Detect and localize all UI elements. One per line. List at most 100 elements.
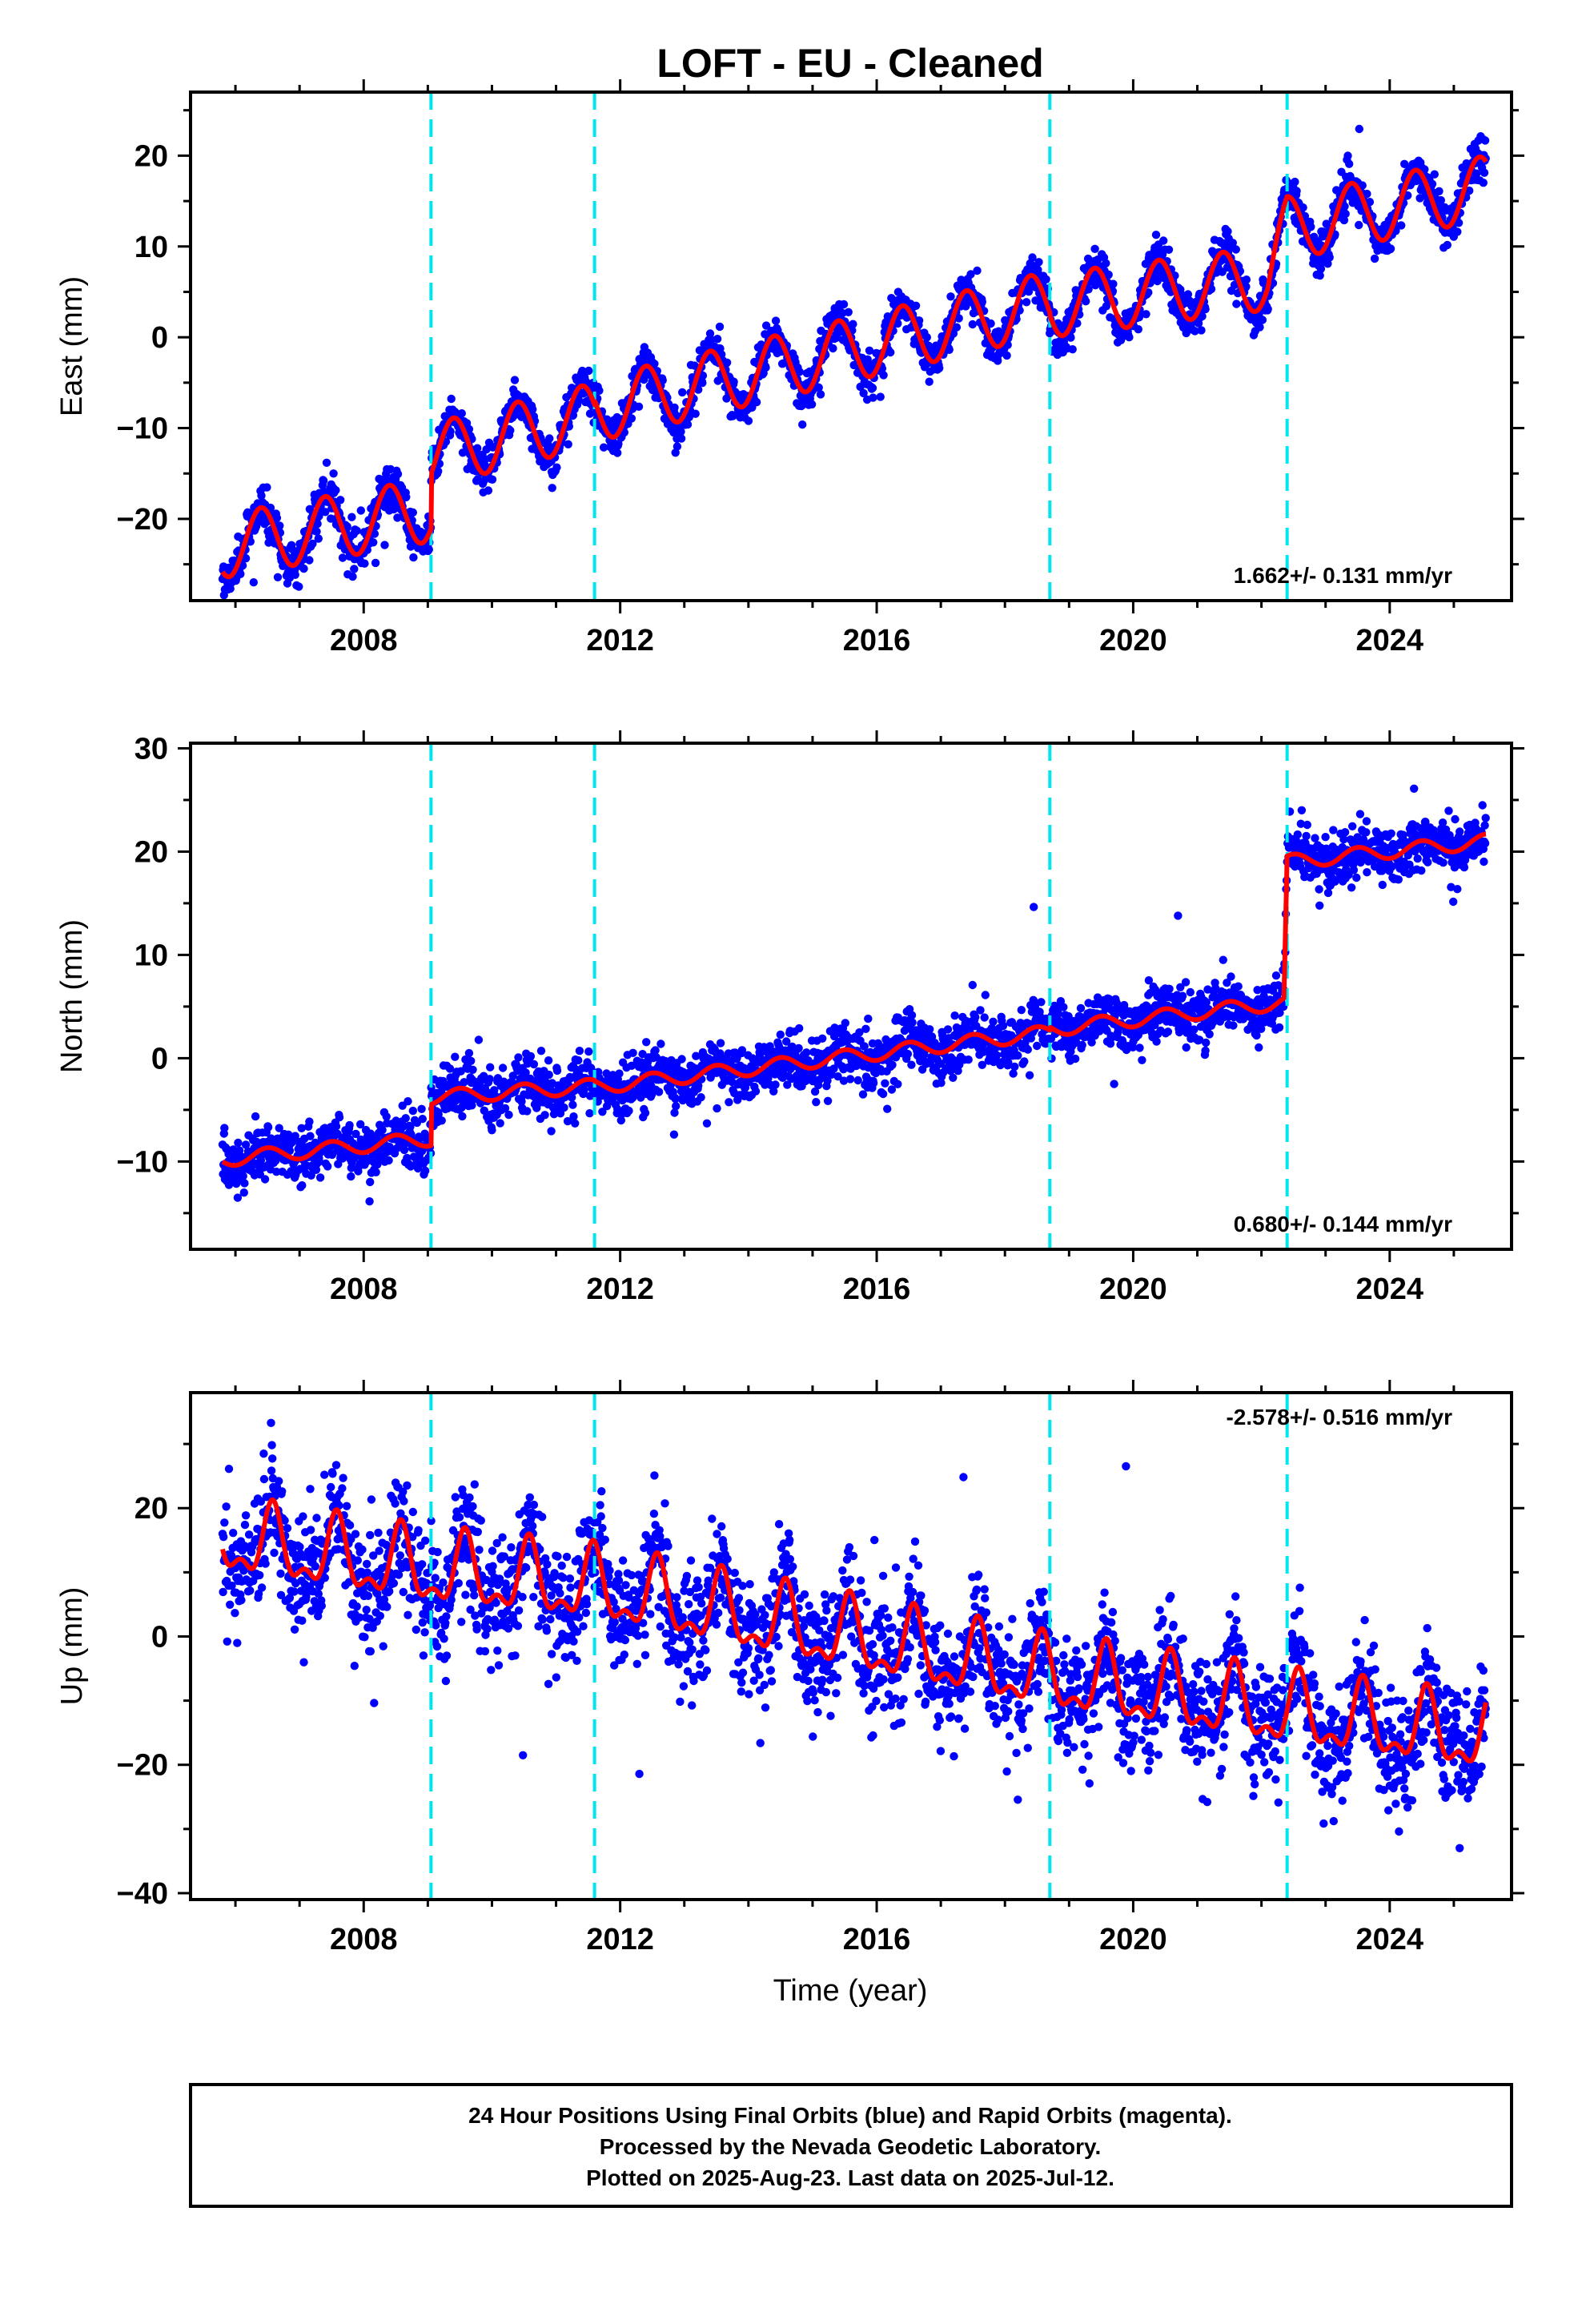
north-data-point (802, 1048, 811, 1057)
east-data-point (1034, 258, 1043, 267)
east-data-point (380, 541, 389, 549)
north-data-point (536, 1047, 546, 1055)
north-data-point (672, 1102, 681, 1111)
north-data-point (702, 1119, 712, 1128)
east-data-point (291, 570, 299, 579)
east-data-point (1232, 300, 1241, 308)
east-data-point (1386, 244, 1395, 253)
east-data-point (1370, 254, 1379, 263)
north-data-point (624, 1106, 633, 1116)
east-data-point (1258, 316, 1267, 324)
north-data-point (640, 1108, 650, 1118)
north-data-point (234, 1138, 243, 1148)
north-data-point (817, 1034, 827, 1043)
north-data-point (514, 1053, 523, 1062)
east-data-point (925, 377, 934, 386)
east-data-point (658, 376, 667, 385)
north-data-point (240, 1179, 249, 1188)
north-data-point (485, 1075, 494, 1084)
north-data-point (812, 1098, 821, 1107)
north-data-point (331, 1122, 341, 1131)
east-data-point (545, 434, 554, 443)
north-data-point (971, 1012, 980, 1022)
east-data-point (321, 508, 330, 517)
north-data-point (569, 1112, 578, 1121)
east-data-point (1142, 310, 1150, 319)
east-data-point (1073, 319, 1082, 328)
north-data-point (716, 1039, 725, 1047)
north-data-point (980, 1013, 989, 1022)
east-data-point (272, 513, 282, 522)
east-data-point (935, 364, 944, 372)
east-data-point (1082, 297, 1090, 306)
east-data-point (360, 559, 369, 568)
north-data-point (1165, 984, 1174, 994)
east-data-point (236, 569, 245, 578)
east-data-point (893, 319, 902, 328)
east-data-point (1307, 223, 1315, 231)
east-data-point (548, 484, 556, 493)
north-data-point (251, 1112, 260, 1121)
north-data-point (908, 1018, 917, 1027)
east-data-point (1228, 239, 1238, 247)
east-data-point (1068, 345, 1077, 354)
east-data-point (677, 427, 685, 436)
north-data-point (888, 1060, 897, 1070)
north-data-point (451, 1052, 460, 1061)
north-data-point (365, 1197, 374, 1206)
east-data-point (402, 493, 411, 501)
north-data-point (421, 1166, 430, 1176)
north-data-point (776, 1030, 785, 1039)
north-data-point (467, 1056, 476, 1066)
north-data-point (1070, 1054, 1080, 1063)
east-y-tick-label: 0 (151, 321, 168, 355)
east-data-point (257, 491, 266, 501)
east-data-point (752, 398, 761, 407)
east-data-point (634, 402, 644, 411)
east-data-point (331, 486, 340, 495)
north-data-point (949, 1073, 958, 1083)
east-data-point (484, 486, 493, 495)
east-data-point (911, 301, 921, 310)
north-data-point (504, 1110, 513, 1120)
east-data-point (876, 392, 885, 401)
north-data-point (907, 1060, 916, 1069)
north-data-point (989, 1017, 998, 1027)
east-data-point (1323, 259, 1332, 268)
north-data-point (384, 1156, 393, 1165)
north-data-point (998, 1021, 1008, 1031)
east-data-point (528, 405, 537, 414)
east-data-point (1083, 254, 1093, 263)
north-data-point (1010, 1062, 1019, 1072)
north-data-point (239, 1188, 248, 1197)
chart-title: LOFT - EU - Cleaned (656, 41, 1043, 86)
north-data-point (408, 1106, 417, 1116)
east-data-point (1480, 136, 1490, 145)
north-data-point (1135, 1043, 1144, 1052)
east-data-point (1291, 177, 1299, 187)
east-data-point (434, 467, 443, 476)
north-data-point (345, 1120, 354, 1130)
east-data-point (1022, 298, 1031, 307)
east-data-point (1480, 168, 1489, 177)
east-data-point (859, 388, 868, 398)
east-data-point (348, 572, 357, 581)
east-x-tick-label: 2012 (586, 624, 654, 657)
east-data-point (322, 458, 331, 467)
north-data-point (418, 1115, 427, 1124)
east-data-point (263, 483, 271, 492)
east-data-point (350, 565, 359, 573)
east-data-point (424, 545, 433, 554)
north-data-point (315, 1173, 325, 1182)
east-data-point (744, 416, 753, 425)
east-y-axis-title: East (mm) (55, 276, 89, 416)
north-data-point (878, 1089, 888, 1099)
east-data-point (698, 378, 707, 388)
north-data-point (464, 1048, 474, 1058)
east-y-tick-label: −20 (117, 503, 168, 537)
east-data-point (614, 440, 623, 448)
east-data-point (924, 341, 934, 351)
east-data-point (677, 434, 686, 443)
